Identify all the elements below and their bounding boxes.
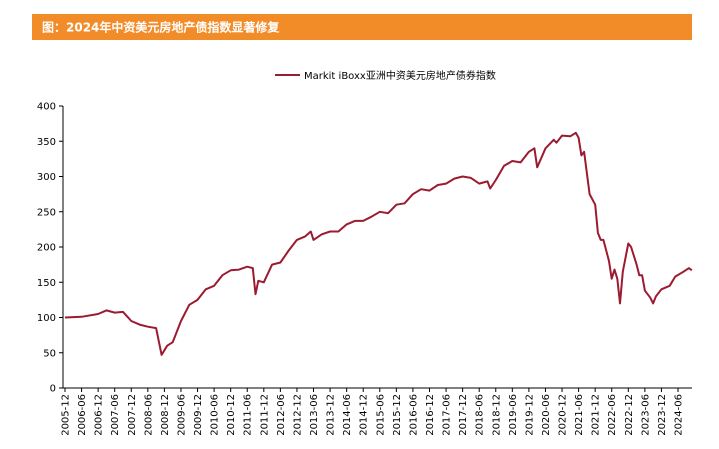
x-tick-label: 2018-06 bbox=[475, 394, 486, 436]
y-tick-label: 400 bbox=[37, 102, 56, 113]
x-tick-label: 2017-06 bbox=[442, 394, 453, 436]
x-tick-label: 2016-06 bbox=[408, 394, 419, 436]
data-line bbox=[64, 131, 693, 356]
x-tick-label: 2021-06 bbox=[574, 394, 585, 436]
x-tick-label: 2022-06 bbox=[607, 394, 618, 436]
y-tick-label: 150 bbox=[37, 278, 56, 289]
x-tick-label: 2011-12 bbox=[259, 394, 270, 436]
x-tick-label: 2015-12 bbox=[392, 394, 403, 436]
x-tick-label: 2008-06 bbox=[143, 394, 154, 436]
legend-label: Markit iBoxx亚洲中资美元房地产债券指数 bbox=[304, 69, 496, 82]
y-tick-label: 50 bbox=[43, 348, 56, 359]
x-tick-label: 2013-12 bbox=[326, 394, 337, 436]
x-tick-label: 2009-12 bbox=[193, 394, 204, 436]
x-tick-label: 2017-12 bbox=[458, 394, 469, 436]
x-tick-label: 2019-12 bbox=[524, 394, 535, 436]
x-tick-label: 2023-12 bbox=[657, 394, 668, 436]
x-tick-label: 2012-12 bbox=[292, 394, 303, 436]
y-tick-label: 100 bbox=[37, 313, 56, 324]
x-tick-label: 2010-06 bbox=[210, 394, 221, 436]
y-tick-label: 250 bbox=[37, 207, 56, 218]
x-tick-label: 2013-06 bbox=[309, 394, 320, 436]
x-tick-label: 2009-06 bbox=[176, 394, 187, 436]
x-tick-label: 2012-06 bbox=[276, 394, 287, 436]
x-tick-label: 2011-06 bbox=[243, 394, 254, 436]
x-tick-label: 2014-06 bbox=[342, 394, 353, 436]
x-tick-label: 2023-06 bbox=[640, 394, 651, 436]
x-tick-label: 2020-06 bbox=[541, 394, 552, 436]
x-tick-label: 2006-06 bbox=[77, 394, 88, 436]
chart-title: 图：2024年中资美元房地产债指数显著修复 bbox=[42, 20, 280, 35]
y-tick-label: 350 bbox=[37, 137, 56, 148]
x-tick-label: 2020-12 bbox=[558, 394, 569, 436]
y-tick-label: 300 bbox=[37, 172, 56, 183]
x-tick-label: 2010-12 bbox=[226, 394, 237, 436]
x-tick-label: 2016-12 bbox=[425, 394, 436, 436]
x-tick-label: 2015-06 bbox=[375, 394, 386, 436]
y-tick-label: 200 bbox=[37, 243, 56, 254]
x-tick-label: 2014-12 bbox=[359, 394, 370, 436]
title-bar bbox=[32, 14, 692, 40]
x-tick-label: 2019-06 bbox=[508, 394, 519, 436]
x-tick-label: 2006-12 bbox=[94, 394, 105, 436]
x-tick-label: 2018-12 bbox=[491, 394, 502, 436]
x-tick-label: 2007-06 bbox=[110, 394, 121, 436]
x-tick-label: 2008-12 bbox=[160, 394, 171, 436]
x-tick-label: 2021-12 bbox=[591, 394, 602, 436]
x-tick-label: 2024-06 bbox=[674, 394, 685, 436]
y-tick-label: 0 bbox=[50, 384, 56, 395]
x-tick-label: 2022-12 bbox=[624, 394, 635, 436]
x-tick-label: 2007-12 bbox=[127, 394, 138, 436]
x-tick-label: 2005-12 bbox=[61, 394, 72, 436]
